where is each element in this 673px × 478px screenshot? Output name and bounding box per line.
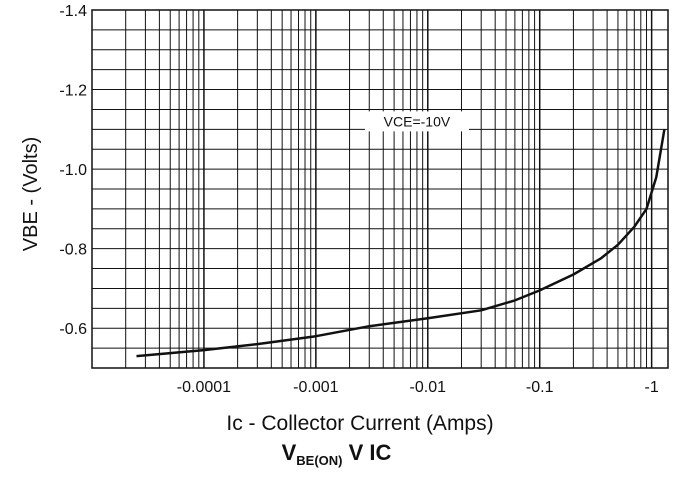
- y-tick-labels: -0.6 -0.8 -1.0 -1.2 -1.4: [59, 3, 87, 338]
- y-tick-label: -0.6: [59, 321, 87, 338]
- series-group: [136, 129, 666, 358]
- annotation: VCE=-10V: [364, 111, 469, 132]
- chart-caption: VBE(ON) V IC: [0, 440, 673, 468]
- caption-subscript: BE(ON): [296, 453, 343, 468]
- x-tick-labels: -0.0001 -0.001 -0.01 -0.1 -1: [177, 379, 659, 396]
- caption-main: V: [281, 440, 297, 465]
- grid: [92, 10, 668, 368]
- x-tick-label: -0.0001: [177, 379, 231, 396]
- y-tick-label: -1.4: [59, 3, 87, 20]
- annotation-label: VCE=-10V: [384, 113, 451, 129]
- plot-frame: [91, 9, 669, 369]
- caption-rest: V IC: [342, 440, 392, 465]
- x-tick-label: -0.01: [410, 379, 447, 396]
- x-tick-label: -1: [645, 379, 659, 396]
- x-tick-label: -0.1: [526, 379, 554, 396]
- y-tick-label: -1.2: [59, 83, 87, 100]
- x-tick-label: -0.001: [293, 379, 338, 396]
- series-line: [136, 129, 666, 358]
- y-axis-label: VBE - (Volts): [20, 137, 42, 251]
- y-tick-label: -0.8: [59, 242, 87, 259]
- y-tick-label: -1.0: [59, 162, 87, 179]
- x-axis-label: Ic - Collector Current (Amps): [226, 412, 493, 435]
